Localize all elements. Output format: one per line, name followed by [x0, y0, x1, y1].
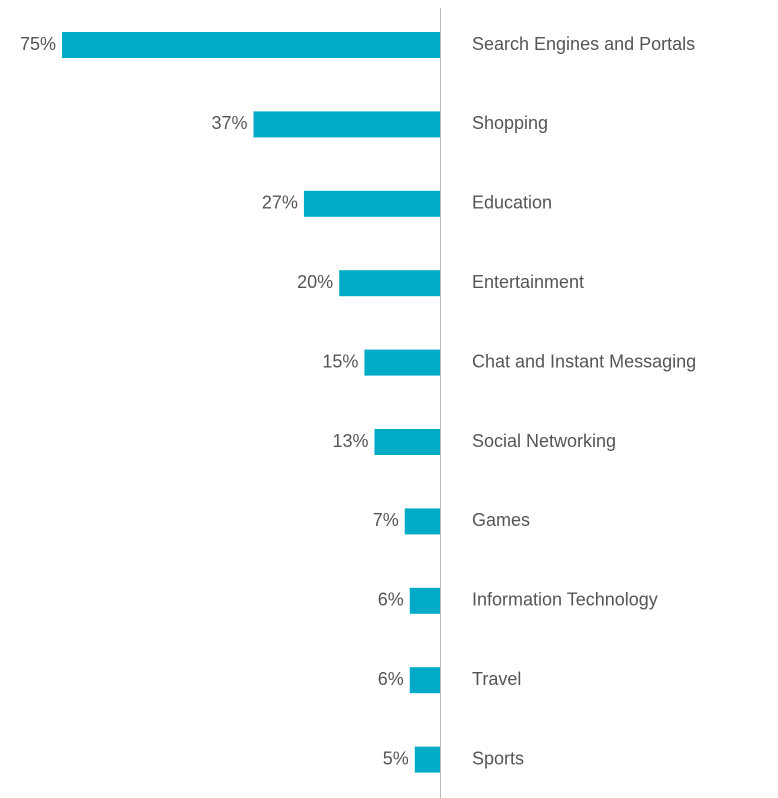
category-label: Search Engines and Portals [472, 34, 695, 54]
bar [374, 429, 440, 455]
bar [253, 111, 440, 138]
category-label: Sports [472, 748, 524, 768]
category-label: Social Networking [472, 431, 616, 451]
value-label: 13% [332, 431, 368, 451]
value-label: 6% [378, 590, 404, 610]
category-label: Chat and Instant Messaging [472, 351, 696, 371]
category-label: Games [472, 510, 530, 530]
value-label: 20% [297, 272, 333, 292]
category-label: Information Technology [472, 590, 658, 610]
bar [339, 270, 440, 297]
value-label: 6% [378, 669, 404, 689]
bar [404, 508, 440, 535]
bar [62, 32, 440, 58]
category-label: Shopping [472, 113, 548, 133]
value-label: 27% [262, 193, 298, 213]
category-label: Education [472, 193, 552, 213]
value-label: 15% [322, 351, 358, 371]
bar [364, 349, 440, 376]
bar [414, 746, 440, 773]
category-label: Travel [472, 669, 521, 689]
category-label: Entertainment [472, 272, 584, 292]
bar [409, 667, 440, 694]
value-label: 5% [383, 748, 409, 768]
value-label: 75% [20, 34, 56, 54]
value-label: 37% [211, 113, 247, 133]
bar [303, 190, 440, 217]
bar [409, 587, 440, 614]
value-label: 7% [373, 510, 399, 530]
